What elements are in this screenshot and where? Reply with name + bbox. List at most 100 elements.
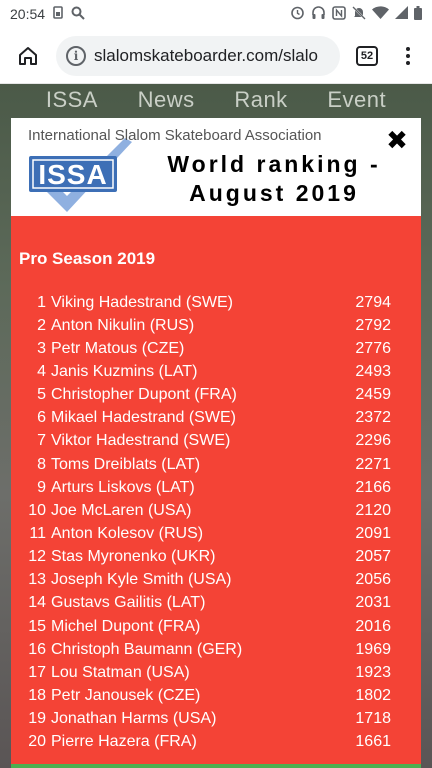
skater-name: Anton Kolesov (RUS) <box>51 524 204 542</box>
site-nav: ISSA News Rank Event <box>0 84 432 116</box>
rank-number: 11 <box>29 524 46 542</box>
rank-number: 6 <box>37 409 46 427</box>
nav-rank[interactable]: Rank <box>234 87 288 112</box>
skater-name: Christoph Baumann (GER) <box>51 640 243 658</box>
page-title: World ranking - August 2019 <box>135 150 413 208</box>
ranking-modal: ISSA International Slalom Skateboard Ass… <box>11 118 421 768</box>
issa-logo: ISSA <box>29 138 132 212</box>
skater-name: Viking Hadestrand (SWE) <box>51 293 233 311</box>
svg-text:ISSA: ISSA <box>38 159 107 190</box>
skater-name: Pierre Hazera (FRA) <box>51 733 197 751</box>
ranking-row: 11 Anton Kolesov (RUS) 2091 <box>11 522 421 545</box>
ranking-row: 3 Petr Matous (CZE) 2776 <box>11 337 421 360</box>
skater-name: Petr Matous (CZE) <box>51 339 185 357</box>
skater-name: Stas Myronenko (UKR) <box>51 548 216 566</box>
ranking-points: 1969 <box>355 640 391 658</box>
ranking-points: 2776 <box>355 339 391 357</box>
rank-number: 8 <box>37 455 46 473</box>
skater-name: Viktor Hadestrand (SWE) <box>51 432 231 450</box>
skater-name: Mikael Hadestrand (SWE) <box>51 409 236 427</box>
rank-number: 9 <box>37 478 46 496</box>
nfc-icon <box>332 5 346 23</box>
nav-news[interactable]: News <box>137 87 195 112</box>
skater-name: Joseph Kyle Smith (USA) <box>51 571 232 589</box>
ranking-row: 8 Toms Dreiblats (LAT) 2271 <box>11 453 421 476</box>
ranking-row: 7 Viktor Hadestrand (SWE) 2296 <box>11 430 421 453</box>
ranking-points: 1661 <box>355 733 391 751</box>
rank-number: 16 <box>28 640 46 658</box>
skater-name: Christopher Dupont (FRA) <box>51 386 237 404</box>
battery-icon <box>414 5 422 23</box>
skater-name: Janis Kuzmins (LAT) <box>51 362 198 380</box>
rank-number: 19 <box>28 710 46 728</box>
page-background: ISSA News Rank Event ISSA International … <box>0 84 432 768</box>
skater-name: Jonathan Harms (USA) <box>51 710 217 728</box>
ranking-points: 2271 <box>355 455 391 473</box>
skater-name: Toms Dreiblats (LAT) <box>51 455 201 473</box>
bottom-strip <box>11 764 421 768</box>
ranking-row: 12 Stas Myronenko (UKR) 2057 <box>11 546 421 569</box>
rank-number: 13 <box>28 571 46 589</box>
ranking-row: 14 Gustavs Gailitis (LAT) 2031 <box>11 592 421 615</box>
home-icon <box>19 46 37 65</box>
home-button[interactable] <box>10 38 46 74</box>
ranking-row: 20 Pierre Hazera (FRA) 1661 <box>11 731 421 754</box>
nav-event[interactable]: Event <box>327 87 387 112</box>
ranking-points: 2056 <box>355 571 391 589</box>
close-icon[interactable]: ✖ <box>386 124 408 155</box>
url-text[interactable]: slalomskateboarder.com/slalo <box>94 45 318 65</box>
ranking-points: 2016 <box>355 617 391 635</box>
rank-number: 17 <box>28 663 46 681</box>
ranking-points: 2792 <box>355 316 391 334</box>
org-name: International Slalom Skateboard Associat… <box>28 127 322 144</box>
ranking-points: 2794 <box>355 293 391 311</box>
info-icon[interactable]: i <box>66 45 86 66</box>
alarm-icon <box>290 5 305 23</box>
ranking-row: 19 Jonathan Harms (USA) 1718 <box>11 708 421 731</box>
ranking-points: 2120 <box>355 501 391 519</box>
season-heading: Pro Season 2019 <box>19 249 156 268</box>
ranking-row: 6 Mikael Hadestrand (SWE) 2372 <box>11 407 421 430</box>
sim-icon <box>53 6 63 22</box>
browser-toolbar: i slalomskateboarder.com/slalo 52 <box>0 28 432 84</box>
ranking-row: 1 Viking Hadestrand (SWE) 2794 <box>11 291 421 314</box>
rank-number: 1 <box>37 293 46 311</box>
ranking-row: 18 Petr Janousek (CZE) 1802 <box>11 684 421 707</box>
skater-name: Arturs Liskovs (LAT) <box>51 478 195 496</box>
ranking-points: 1802 <box>355 686 391 704</box>
rank-number: 7 <box>37 432 46 450</box>
ranking-row: 9 Arturs Liskovs (LAT) 2166 <box>11 476 421 499</box>
ranking-points: 2091 <box>355 524 391 542</box>
rank-number: 12 <box>28 548 46 566</box>
clock: 20:54 <box>10 6 46 22</box>
ranking-points: 2459 <box>355 386 391 404</box>
ranking-row: 13 Joseph Kyle Smith (USA) 2056 <box>11 569 421 592</box>
ranking-points: 2493 <box>355 362 391 380</box>
ranking-points: 2166 <box>355 478 391 496</box>
modal-header: ISSA International Slalom Skateboard Ass… <box>11 118 421 216</box>
ranking-row: 16 Christoph Baumann (GER) 1969 <box>11 638 421 661</box>
ranking-points: 2296 <box>355 432 391 450</box>
skater-name: Anton Nikulin (RUS) <box>51 316 195 334</box>
ranking-points: 2031 <box>355 594 391 612</box>
skater-name: Lou Statman (USA) <box>51 663 190 681</box>
ranking-list: 1 Viking Hadestrand (SWE) 2794 2 Anton Nikul… <box>11 291 421 754</box>
ranking-points: 2057 <box>355 548 391 566</box>
signal-icon <box>395 6 408 22</box>
headphones-icon <box>311 5 326 23</box>
ranking-points: 1923 <box>355 663 391 681</box>
tab-switcher-button[interactable]: 52 <box>356 45 378 66</box>
status-bar: 20:54 <box>0 0 432 28</box>
ranking-points: 1718 <box>355 710 391 728</box>
ranking-row: 5 Christopher Dupont (FRA) 2459 <box>11 384 421 407</box>
title-line-1: World ranking - <box>167 151 381 177</box>
skater-name: Joe McLaren (USA) <box>51 501 192 519</box>
rank-number: 2 <box>37 316 46 334</box>
rank-number: 14 <box>28 594 46 612</box>
mute-icon <box>352 5 366 23</box>
nav-issa[interactable]: ISSA <box>45 87 98 112</box>
skater-name: Michel Dupont (FRA) <box>51 617 201 635</box>
overflow-menu-icon[interactable] <box>398 46 418 65</box>
rank-number: 3 <box>37 339 46 357</box>
address-bar[interactable]: i slalomskateboarder.com/slalo <box>56 35 340 76</box>
